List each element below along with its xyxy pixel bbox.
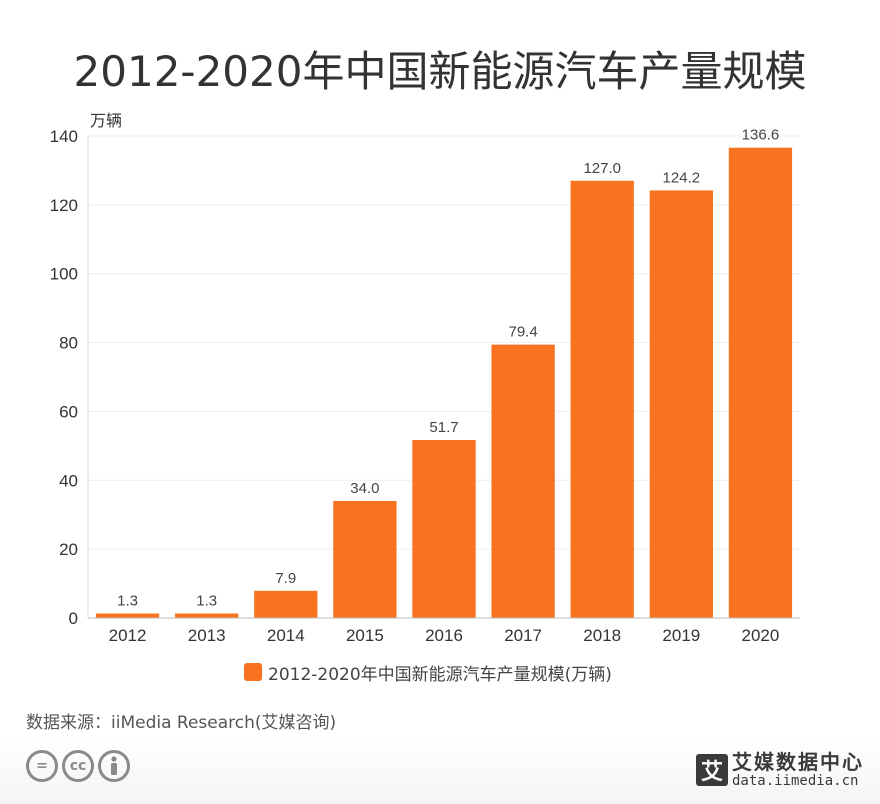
bar-2019: [649, 190, 713, 618]
legend-label: 2012-2020年中国新能源汽车产量规模(万辆): [268, 664, 612, 685]
footer-band: [0, 738, 880, 804]
data-label-2014: 7.9: [275, 570, 296, 587]
bar-2017: [491, 344, 555, 618]
source-note: 数据来源：iiMedia Research(艾媒咨询): [26, 713, 337, 733]
bar-2016: [412, 440, 476, 618]
x-tick-label-2019: 2019: [662, 626, 700, 645]
person-icon: [98, 750, 130, 782]
data-label-2017: 79.4: [509, 324, 538, 341]
data-label-2020: 136.6: [742, 127, 780, 144]
bar-2014: [254, 590, 318, 618]
data-label-2013: 1.3: [196, 593, 217, 610]
y-axis-label: 万辆: [90, 111, 122, 130]
x-tick-label-2017: 2017: [504, 626, 542, 645]
data-label-2015: 34.0: [350, 480, 379, 497]
brand-url: data.iimedia.cn: [732, 773, 859, 789]
legend: 2012-2020年中国新能源汽车产量规模(万辆): [244, 660, 612, 685]
y-tick-label: 20: [59, 540, 78, 559]
y-tick-label: 100: [50, 265, 78, 284]
data-label-2012: 1.3: [117, 593, 138, 610]
y-tick-label: 140: [50, 127, 78, 146]
y-tick-label: 60: [59, 402, 78, 421]
y-tick-label: 40: [59, 471, 78, 490]
x-tick-label-2016: 2016: [425, 626, 463, 645]
x-tick-label-2015: 2015: [346, 626, 384, 645]
cc-icon: cc: [62, 750, 94, 782]
brand: 艾 艾媒数据中心 data.iimedia.cn: [696, 752, 864, 788]
x-tick-label-2018: 2018: [583, 626, 621, 645]
brand-name: 艾媒数据中心: [732, 750, 864, 774]
x-tick-label-2013: 2013: [188, 626, 226, 645]
bar-chart: 0 20 40 60 80 100 120 140 万辆 1.3 2012 1.3 2013 7.9 201…: [50, 111, 800, 645]
bar-2013: [175, 613, 239, 618]
y-tick-label: 0: [69, 609, 78, 628]
brand-logo-icon: 艾: [696, 754, 728, 786]
bar-2015: [333, 500, 397, 618]
legend-swatch: [244, 663, 262, 681]
data-label-2018: 127.0: [583, 160, 621, 177]
bar-2018: [570, 180, 634, 618]
chart-title: 2012-2020年中国新能源汽车产量规模: [73, 47, 807, 96]
license-icons: = cc: [26, 750, 130, 782]
y-tick-label: 80: [59, 334, 78, 353]
equals-icon: =: [26, 750, 58, 782]
data-label-2019: 124.2: [663, 169, 701, 186]
bar-2020: [728, 147, 793, 618]
bar-2012: [95, 613, 160, 618]
x-tick-label-2012: 2012: [109, 626, 147, 645]
data-label-2016: 51.7: [429, 419, 458, 436]
x-tick-label-2020: 2020: [742, 626, 780, 645]
y-tick-label: 120: [50, 196, 78, 215]
x-tick-label-2014: 2014: [267, 626, 305, 645]
